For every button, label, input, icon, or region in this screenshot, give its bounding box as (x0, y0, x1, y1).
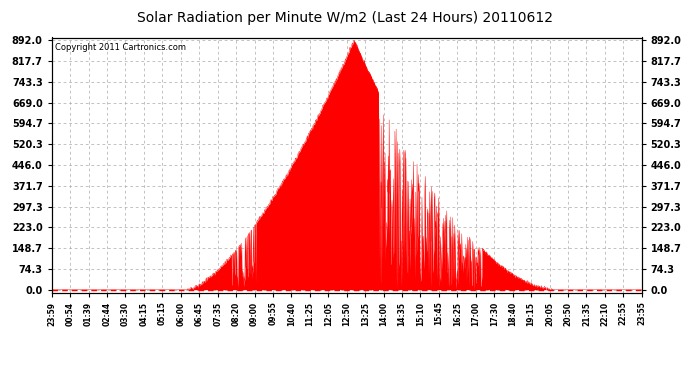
Text: Solar Radiation per Minute W/m2 (Last 24 Hours) 20110612: Solar Radiation per Minute W/m2 (Last 24… (137, 11, 553, 25)
Text: Copyright 2011 Cartronics.com: Copyright 2011 Cartronics.com (55, 43, 186, 52)
